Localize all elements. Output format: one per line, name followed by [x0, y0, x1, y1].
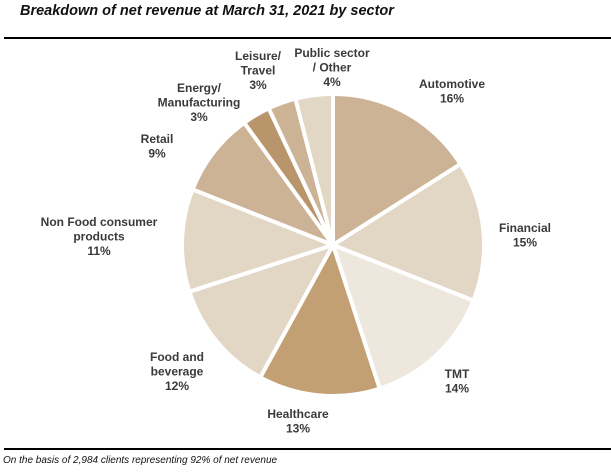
top-rule [4, 37, 611, 39]
chart-title: Breakdown of net revenue at March 31, 20… [20, 3, 394, 19]
bottom-rule [4, 448, 611, 450]
pie-slice-financial [331, 162, 486, 303]
slice-label-retail: Retail 9% [141, 132, 174, 161]
pie-slice-automotive [331, 92, 463, 247]
slice-label-healthcare: Healthcare 13% [267, 407, 329, 436]
slice-label-leisure-travel: Leisure/Travel 3% [235, 49, 282, 92]
slice-label-financial: Financial 15% [499, 221, 551, 250]
footnote: On the basis of 2,984 clients representi… [3, 455, 278, 466]
pie-slice-food-and-beverage [187, 243, 335, 380]
pie-slice-healthcare [258, 243, 382, 398]
slice-label-non-food-consumer-products: Non Food consumer products 11% [41, 215, 158, 258]
pie-slice-non-food-consumer-products [180, 187, 335, 294]
slice-label-public-sector-other: Public sector / Other 4% [294, 46, 370, 89]
pie-slice-public-sector-other [293, 92, 335, 247]
slice-label-energy-manufacturing: Energy/Manufacturing 3% [158, 81, 241, 124]
slice-label-food-and-beverage: Food and beverage 12% [150, 350, 204, 393]
slice-label-automotive: Automotive 16% [419, 77, 485, 106]
slice-label-tmt: TMT 14% [445, 367, 470, 396]
